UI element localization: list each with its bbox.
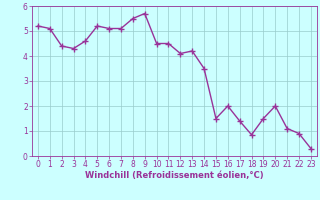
X-axis label: Windchill (Refroidissement éolien,°C): Windchill (Refroidissement éolien,°C) xyxy=(85,171,264,180)
